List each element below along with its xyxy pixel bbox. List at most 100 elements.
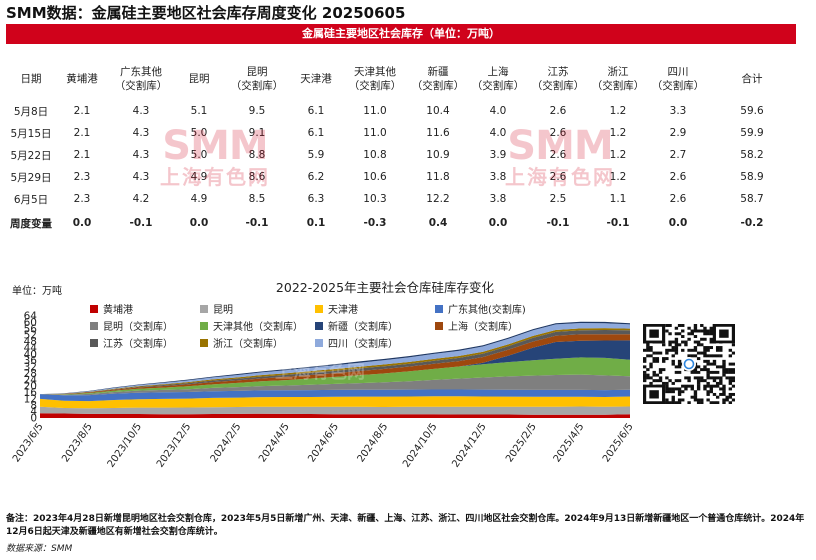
table-cell: 11.0: [363, 105, 387, 117]
area-series: [40, 413, 630, 418]
table-cell: 10.6: [363, 171, 387, 183]
table-banner: 金属硅主要地区社会库存（单位：万吨）: [6, 24, 796, 44]
table-cell: 0.0: [668, 217, 688, 229]
table-cell: 3.9: [489, 149, 507, 161]
table-cell: 1.2: [609, 149, 627, 161]
table-cell: 周度变量: [10, 217, 52, 230]
y-tick-label: 20: [24, 381, 37, 393]
legend-item: 昆明（交割库）: [90, 318, 200, 333]
table-cell: 8.5: [248, 193, 266, 205]
table-cell: -0.1: [129, 217, 153, 229]
chart-legend: 黄埔港 昆明 天津港 广东其他(交割库) 昆明（交割库） 天津其他（交割库） 新疆（交割库）…: [90, 301, 590, 350]
table-cell: 2.6: [669, 171, 687, 183]
table-cell: 4.2: [132, 193, 150, 205]
x-tick-label: 2025/6/5: [601, 421, 636, 464]
table-cell: 2.3: [73, 193, 91, 205]
x-tick-label: 2023/6/5: [11, 421, 46, 464]
table-cell: 12.2: [426, 193, 450, 205]
table-cell: 6.1: [307, 105, 325, 117]
table-cell: 1.2: [609, 105, 627, 117]
table-cell: 4.0: [489, 127, 507, 139]
area-series: [40, 357, 630, 395]
table-header-cell: 黄埔港: [66, 73, 98, 85]
legend-label: 广东其他(交割库): [448, 305, 526, 316]
area-series: [40, 340, 630, 395]
table-cell: 2.3: [73, 171, 91, 183]
table-cell: 5月15日: [10, 127, 52, 140]
y-tick-label: 64: [24, 311, 38, 323]
legend-item: 天津港: [315, 301, 435, 316]
table-cell: 3.3: [669, 105, 687, 117]
y-tick-label: 0: [30, 413, 37, 425]
table-cell: 58.9: [740, 171, 764, 183]
legend-label: 天津其他（交割库）: [213, 322, 303, 333]
area-series: [40, 396, 630, 409]
footnote: 备注：2023年4月28日新增昆明地区社会交割仓库，2023年5月5日新增广州、…: [6, 514, 805, 537]
table-row: 5月8日 2.1 4.3 5.1 9.5 6.1 11.0 10.4 4.0 2.6 1.2 3.3 5…: [6, 100, 796, 122]
table-cell: 2.6: [549, 127, 567, 139]
table-cell: 11.6: [426, 127, 450, 139]
y-tick-label: 48: [24, 336, 37, 348]
table-header-cell: 天津港: [300, 73, 332, 85]
table-cell: 2.6: [549, 105, 567, 117]
chart-title: 2022-2025年主要社会仓库硅库存变化: [275, 280, 495, 295]
legend-label: 上海（交割库）: [448, 322, 518, 333]
table-cell: 4.3: [132, 105, 150, 117]
legend-item: 上海（交割库）: [435, 318, 585, 333]
table-cell: 2.1: [73, 105, 91, 117]
table-cell: 4.3: [132, 171, 150, 183]
table-cell: 1.1: [609, 193, 627, 205]
legend-label: 新疆（交割库）: [328, 322, 398, 333]
table-header-cell: 天津其他 （交割库）: [348, 66, 402, 92]
x-tick-label: 2024/10/5: [401, 421, 439, 469]
table-cell: 5.1: [190, 105, 208, 117]
table-cell: -0.2: [740, 217, 764, 229]
table-cell: 4.9: [190, 193, 208, 205]
x-tick-label: 2023/12/5: [155, 421, 193, 469]
legend-label: 黄埔港: [103, 305, 133, 316]
legend-swatch: [200, 338, 208, 347]
table-cell: 3.8: [489, 193, 507, 205]
weekly-change-row: 周度变量 0.0 -0.1 0.0 -0.1 0.1 -0.3 0.4 0.0 -0.1 -0.1 0…: [6, 210, 796, 236]
table-cell: 2.7: [669, 149, 687, 161]
inventory-table: 日期 黄埔港 广东其他 （交割库） 昆明 昆明 （交割库） 天津港 天津其他 （交割库） 新疆 （交割…: [6, 58, 796, 236]
table-cell: 0.0: [488, 217, 508, 229]
legend-swatch: [200, 321, 208, 330]
legend-item: 浙江（交割库）: [200, 335, 315, 350]
legend-label: 江苏（交割库）: [103, 339, 173, 350]
table-cell: 5.9: [307, 149, 325, 161]
table-cell: 4.3: [132, 149, 150, 161]
table-cell: 2.5: [549, 193, 567, 205]
y-tick-label: 40: [24, 349, 37, 361]
table-cell: 3.8: [489, 171, 507, 183]
table-header-cell: 昆明 （交割库）: [230, 66, 284, 92]
legend-item: 新疆（交割库）: [315, 318, 435, 333]
y-tick-label: 32: [24, 362, 37, 374]
table-cell: 1.2: [609, 127, 627, 139]
table-cell: 59.9: [740, 127, 764, 139]
table-header-cell: 四川 （交割库）: [651, 66, 705, 92]
legend-label: 昆明（交割库）: [103, 322, 173, 333]
legend-item: 广东其他(交割库): [435, 301, 585, 316]
table-cell: 8.6: [248, 171, 266, 183]
y-tick-label: 60: [24, 317, 37, 329]
x-tick-label: 2025/4/5: [552, 421, 587, 464]
legend-item: 昆明: [200, 301, 315, 316]
y-tick-label: 16: [24, 387, 38, 399]
table-cell: 0.0: [72, 217, 92, 229]
y-tick-label: 52: [24, 330, 37, 342]
data-source: 数据来源：SMM: [6, 544, 73, 554]
legend-swatch: [435, 321, 443, 330]
table-cell: 6.3: [307, 193, 325, 205]
x-tick-label: 2024/2/5: [209, 421, 244, 464]
table-header-cell: 江苏 （交割库）: [531, 66, 585, 92]
x-tick-label: 2024/12/5: [450, 421, 488, 469]
qr-code[interactable]: [643, 324, 735, 404]
table-cell: 59.6: [740, 105, 764, 117]
legend-swatch: [90, 304, 98, 313]
table-cell: -0.1: [606, 217, 630, 229]
table-cell: 2.9: [669, 127, 687, 139]
table-header-cell: 日期: [20, 73, 42, 85]
table-cell: 10.3: [363, 193, 387, 205]
table-row: 6月5日 2.3 4.2 4.9 8.5 6.3 10.3 12.2 3.8 2.5 1.1 2.6 5…: [6, 188, 796, 210]
